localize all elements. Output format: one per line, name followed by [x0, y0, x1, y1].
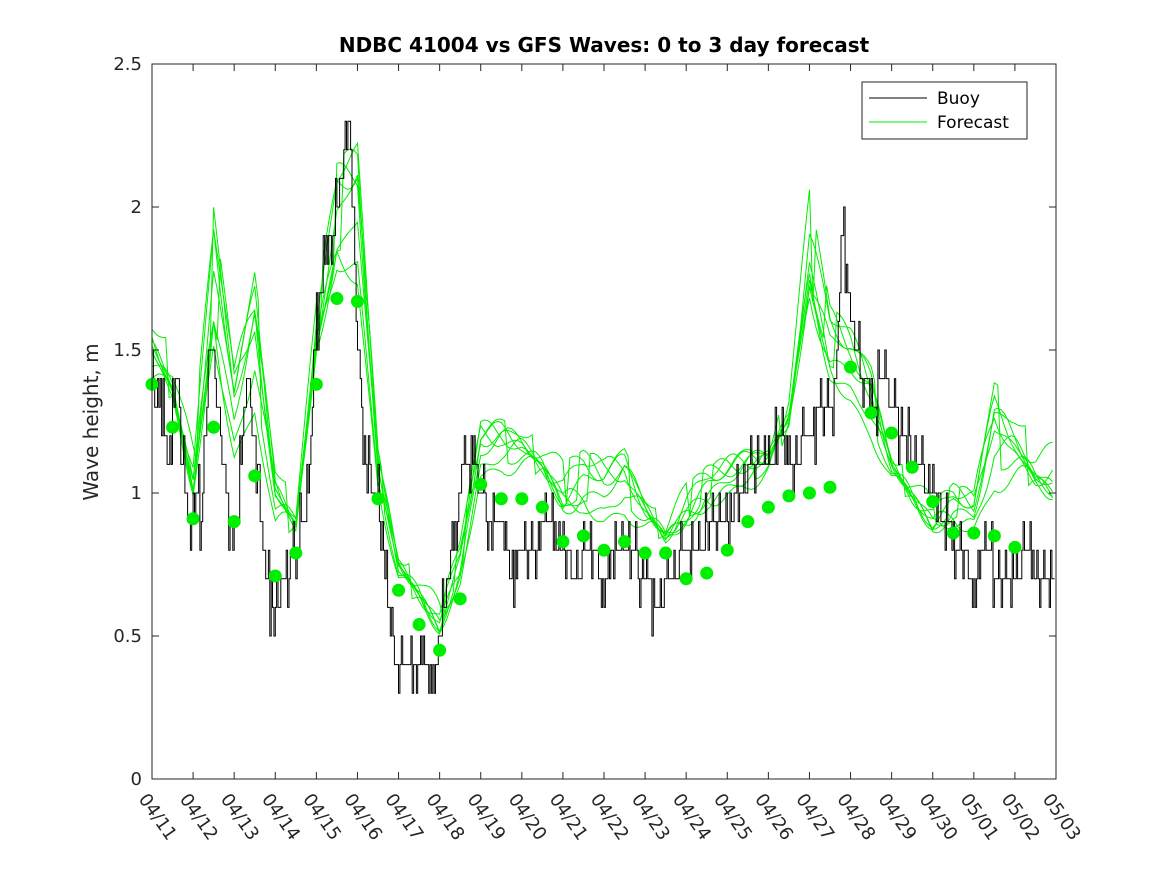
- forecast-marker: [227, 515, 241, 529]
- forecast-marker: [186, 512, 200, 526]
- forecast-marker: [392, 583, 406, 597]
- forecast-marker: [207, 420, 221, 434]
- buoy-line: [152, 120, 1055, 694]
- forecast-marker: [556, 535, 570, 549]
- forecast-series: [151, 141, 1054, 635]
- forecast-marker: [864, 406, 878, 420]
- forecast-marker: [289, 546, 303, 560]
- forecast-marker: [782, 489, 796, 503]
- forecast-marker: [987, 529, 1001, 543]
- forecast-marker: [659, 546, 673, 560]
- forecast-marker: [720, 543, 734, 557]
- forecast-marker: [926, 495, 940, 509]
- forecast-marker: [946, 526, 960, 540]
- y-tick-label: 1: [131, 483, 142, 504]
- y-tick-label: 2.5: [113, 54, 142, 75]
- forecast-marker: [700, 566, 714, 580]
- forecast-line: [151, 141, 1054, 615]
- forecast-marker: [967, 526, 981, 540]
- forecast-marker: [515, 492, 529, 506]
- forecast-marker: [823, 480, 837, 494]
- forecast-marker: [535, 500, 549, 514]
- plot-area: [145, 63, 1057, 780]
- forecast-marker: [248, 469, 262, 483]
- forecast-marker: [1008, 540, 1022, 554]
- y-tick-label: 1.5: [113, 340, 142, 361]
- forecast-marker: [330, 292, 344, 306]
- forecast-line: [151, 148, 1053, 620]
- forecast-line: [151, 162, 1054, 633]
- forecast-marker: [494, 492, 508, 506]
- forecast-marker: [474, 477, 488, 491]
- forecast-line: [151, 176, 1053, 633]
- forecast-marker: [597, 543, 611, 557]
- legend-buoy-label: Buoy: [937, 89, 980, 109]
- y-axis: 0 0.5 1 1.5 2 2.5: [113, 54, 1056, 790]
- forecast-marker: [618, 535, 632, 549]
- axes-background: [152, 64, 1056, 779]
- legend-box: [861, 81, 1028, 140]
- forecast-marker: [350, 294, 364, 308]
- forecast-marker: [638, 546, 652, 560]
- forecast-marker: [885, 426, 899, 440]
- forecast-marker: [371, 492, 385, 506]
- forecast-marker: [433, 643, 447, 657]
- legend: Buoy Forecast: [861, 81, 1028, 140]
- forecast-marker: [576, 529, 590, 543]
- forecast-marker: [309, 377, 323, 391]
- y-tick-label: 2: [131, 197, 142, 218]
- buoy-series: [152, 120, 1055, 694]
- chart-title: NDBC 41004 vs GFS Waves: 0 to 3 day fore…: [339, 33, 870, 57]
- forecast-marker: [905, 460, 919, 474]
- forecast-marker: [802, 486, 816, 500]
- forecast-markers: [145, 292, 1022, 657]
- forecast-marker: [761, 500, 775, 514]
- forecast-marker: [679, 572, 693, 586]
- forecast-marker: [844, 360, 858, 374]
- y-axis-label: Wave height, m: [79, 343, 103, 500]
- legend-forecast-label: Forecast: [937, 113, 1009, 133]
- forecast-marker: [268, 569, 282, 583]
- forecast-marker: [166, 420, 180, 434]
- y-tick-label: 0.5: [113, 626, 142, 647]
- forecast-marker: [453, 592, 467, 606]
- forecast-marker: [741, 515, 755, 529]
- forecast-marker: [412, 618, 426, 632]
- y-tick-label: 0: [131, 769, 142, 790]
